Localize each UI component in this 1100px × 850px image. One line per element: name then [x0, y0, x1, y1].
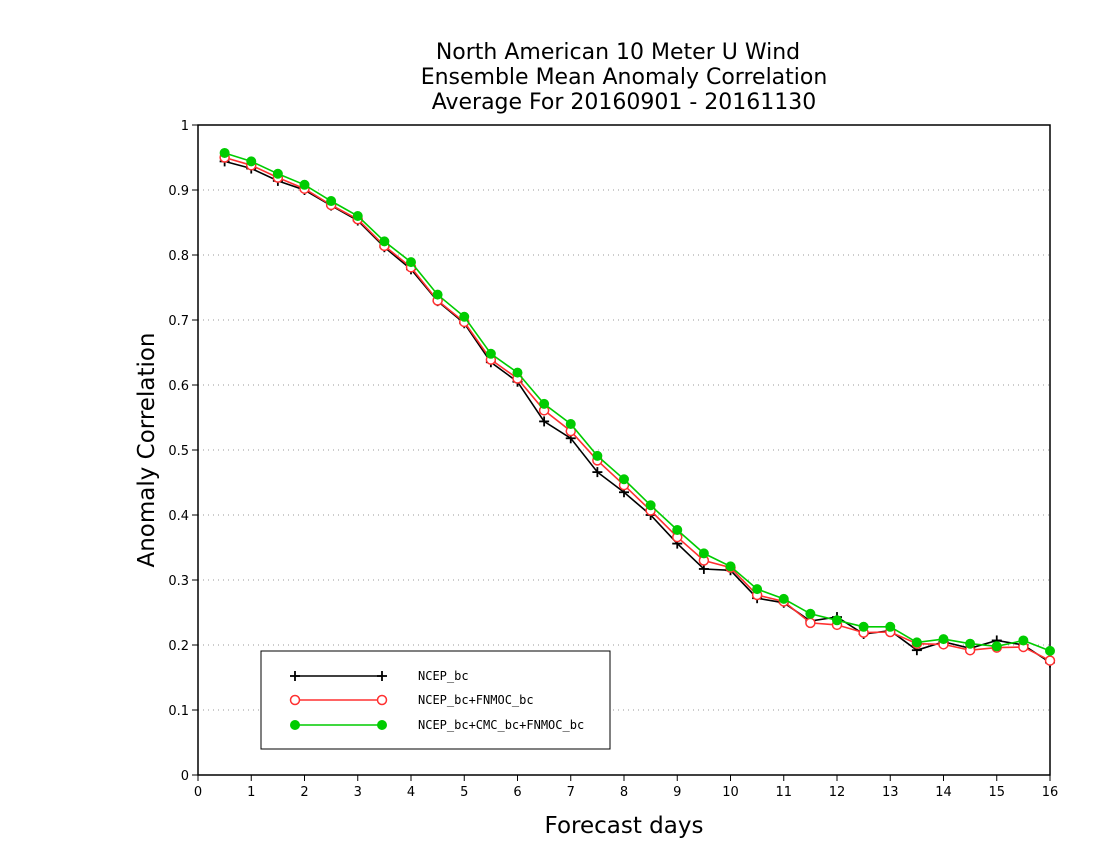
- series-1: [219, 156, 1055, 668]
- y-tick-label: 0.6: [168, 379, 189, 394]
- legend-label: NCEP_bc+FNMOC_bc: [418, 693, 534, 707]
- data-point: [938, 634, 949, 645]
- data-point: [911, 637, 922, 648]
- data-point: [592, 450, 603, 461]
- data-point: [539, 416, 550, 427]
- y-tick-label: 0: [181, 769, 189, 784]
- x-tick-label: 3: [354, 785, 362, 800]
- x-tick-label: 9: [673, 785, 681, 800]
- data-point: [379, 236, 390, 247]
- y-tick-label: 0.5: [168, 444, 189, 459]
- data-point: [1045, 645, 1055, 656]
- x-axis-label: Forecast days: [545, 813, 704, 839]
- data-point: [965, 638, 976, 649]
- x-tick-label: 14: [935, 785, 952, 800]
- data-point: [219, 147, 230, 158]
- data-point: [246, 156, 257, 167]
- x-tick-label: 6: [513, 785, 521, 800]
- data-point: [352, 211, 363, 221]
- data-point: [698, 548, 709, 559]
- data-point: [619, 474, 629, 485]
- legend-marker-right: [376, 694, 388, 706]
- data-point: [752, 584, 763, 595]
- data-point: [778, 593, 789, 604]
- legend-marker-left: [290, 671, 300, 681]
- data-point: [299, 179, 310, 190]
- x-tick-label: 7: [567, 785, 575, 800]
- y-tick-label: 0.1: [168, 704, 189, 719]
- title-line-3: Average For 20160901 - 20161130: [432, 90, 817, 115]
- data-point: [885, 621, 896, 632]
- series-line: [224, 160, 1051, 664]
- legend-label: NCEP_bc: [418, 669, 469, 683]
- y-tick-label: 1: [181, 119, 189, 134]
- legend-entry-1: NCEP_bc: [290, 669, 469, 683]
- data-point: [672, 524, 683, 535]
- x-tick-label: 13: [882, 785, 899, 800]
- x-tick-label: 12: [829, 785, 846, 800]
- data-point: [272, 168, 283, 179]
- y-tick-label: 0.2: [168, 639, 189, 654]
- data-point: [645, 500, 656, 511]
- legend: NCEP_bc NCEP_bc+FNMOC_bc NCEP_bc+CMC_bc+FN…: [260, 650, 611, 750]
- data-point: [858, 621, 869, 632]
- legend-marker-left: [289, 694, 301, 706]
- data-point: [991, 641, 1002, 652]
- x-tick-label: 1: [247, 785, 255, 800]
- x-tick-label: 4: [407, 785, 415, 800]
- data-point: [539, 398, 550, 409]
- data-point: [1044, 655, 1056, 666]
- series-3: [219, 147, 1055, 656]
- series-2: [219, 152, 1056, 666]
- data-point: [832, 615, 842, 626]
- data-point: [485, 348, 496, 359]
- y-tick-label: 0.7: [168, 314, 189, 329]
- y-axis-label: Anomaly Correlation: [134, 332, 160, 567]
- x-tick-label: 5: [460, 785, 468, 800]
- data-point: [565, 419, 576, 429]
- data-point: [805, 608, 816, 619]
- legend-label: NCEP_bc+CMC_bc+FNMOC_bc: [418, 718, 584, 732]
- x-tick-label: 11: [775, 785, 792, 800]
- series-line: [224, 152, 1051, 652]
- legend-entry-2: NCEP_bc+FNMOC_bc: [289, 693, 534, 707]
- legend-marker-right: [377, 720, 387, 730]
- y-tick-label: 0.9: [168, 184, 189, 199]
- title-line-2: Ensemble Mean Anomaly Correlation: [421, 65, 828, 90]
- x-tick-label: 0: [194, 785, 202, 800]
- data-point: [592, 467, 603, 478]
- legend-entry-3: NCEP_bc+CMC_bc+FNMOC_bc: [290, 718, 584, 732]
- data-point: [432, 289, 443, 300]
- legend-marker-left: [290, 720, 300, 730]
- axes: 00.10.20.30.40.50.60.70.80.910 1 2 3 4 5 6 7 8 9 1…: [168, 119, 1058, 800]
- x-tick-label: 15: [988, 785, 1005, 800]
- y-tick-label: 0.8: [168, 249, 189, 264]
- title-line-1: North American 10 Meter U Wind: [436, 40, 800, 65]
- y-tick-label: 0.3: [168, 574, 189, 589]
- data-point: [459, 311, 470, 322]
- data-point: [805, 617, 816, 629]
- x-tick-label: 8: [620, 785, 628, 800]
- x-tick-label: 2: [300, 785, 308, 800]
- data-point: [725, 561, 736, 572]
- data-point: [512, 367, 523, 378]
- x-tick-label: 10: [722, 785, 739, 800]
- data-point: [326, 196, 337, 207]
- data-point: [1018, 635, 1029, 646]
- series-layer: [219, 147, 1056, 668]
- legend-marker-right: [377, 671, 387, 681]
- x-tick-label: 16: [1042, 785, 1059, 800]
- data-point: [406, 257, 416, 268]
- chart-title: North American 10 Meter U Wind Ensemble …: [421, 40, 828, 115]
- y-tick-label: 0.4: [168, 509, 189, 524]
- series-line: [224, 156, 1051, 662]
- grid: [198, 189, 1050, 711]
